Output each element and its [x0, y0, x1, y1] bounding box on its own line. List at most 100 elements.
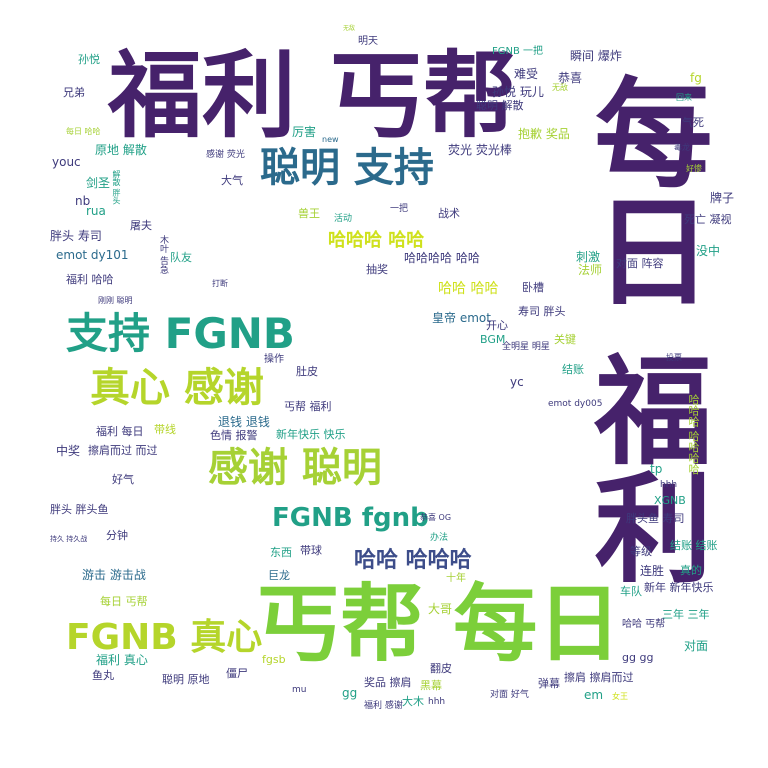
word-shunjian-baozha: 瞬间 爆炸: [570, 49, 622, 63]
word-damu: 大木: [402, 695, 424, 708]
word-fgsb: fgsb: [262, 653, 286, 666]
word-duimian-haoqi: mu: [292, 685, 307, 695]
word-em: em: [584, 688, 604, 702]
word-ganggang-congming: 解散 胖头: [112, 170, 121, 205]
word-ciji: 刺激: [576, 250, 601, 264]
word-muye-gaoji: 活动: [334, 214, 353, 224]
word-duimian: 对面: [684, 639, 709, 653]
word-yuwan: 鱼丸: [92, 669, 114, 682]
word-wocao: 卧槽: [522, 281, 544, 294]
word-quanmingxing: 投票: [666, 353, 682, 362]
word-congming-zhichi: 聪明 支持: [260, 145, 434, 191]
word-cajian-erguo: 擦肩而过 而过: [88, 444, 158, 457]
word-meiri-haha: 木叶 告急: [158, 235, 168, 274]
word-tufu: 屠夫: [130, 219, 152, 232]
word-haha-gaibang: 哈哈 丐帮: [622, 619, 666, 630]
word-jiezhang-jiezhang: 结账 结账: [670, 539, 718, 552]
word-sunyue: 孙悦: [78, 53, 100, 66]
word-tuiqian: 退钱 退钱: [218, 415, 270, 429]
word-siwang-ningshi: 死亡 凝视: [684, 213, 732, 226]
word-dengji: 等级: [630, 545, 652, 558]
word-duiyou: 队友: [170, 251, 192, 264]
word-zhende: 真的: [680, 564, 702, 577]
word-jiesan-pangtou: 一把: [390, 204, 409, 214]
word-dulong: 回来: [676, 93, 692, 102]
word-sannian: 三年 三年: [662, 608, 710, 621]
word-meiri-fuli: 每日 福利: [574, 72, 712, 586]
word-dongxi: 东西: [270, 546, 292, 559]
word-zhongjiang: 中奖: [56, 444, 81, 458]
word-fg: fg: [690, 71, 702, 85]
word-fgnb-fgnb: FGNB fgnb: [272, 503, 429, 533]
word-daiqiu: 带球: [300, 544, 322, 557]
word-kaixin: 开心: [486, 319, 508, 332]
word-fuli-gaibang: 福利 丐帮: [108, 42, 517, 151]
word-toupiao: 女王: [612, 692, 628, 701]
word-lihai: 厉害: [292, 125, 317, 139]
word-shousi-pangtou: 寿司 胖头: [518, 305, 566, 318]
word-liansheng: 连胜: [640, 564, 665, 578]
word-heimu: 黑幕: [420, 679, 442, 692]
word-paizi: 牌子: [710, 191, 735, 205]
word-fuli-zhenxin: 福利 真心: [96, 653, 148, 667]
word-meiri-gaibang: 每日 丐帮: [100, 595, 148, 608]
word-haha-hahaha: 哈哈 哈哈哈: [354, 548, 472, 573]
word-zhanshu: 战术: [438, 207, 460, 220]
word-nvwang: 福利 感谢: [364, 701, 403, 711]
word-tiqian-gongxi: 无敌: [552, 83, 568, 92]
word-mu: hhh: [660, 480, 678, 490]
word-zhenxin-ganxie: 真心 感谢: [90, 365, 264, 411]
word-gaibang-gaibang: 每日 哈哈: [66, 127, 101, 136]
word-gongxi: 恭喜: [558, 71, 583, 85]
word-xinnian-xinnian: 新年 新年快乐: [644, 581, 714, 594]
word-jiangshi: 僵尸: [226, 667, 248, 680]
word-gongxi-og: 恭喜 OG: [420, 513, 452, 522]
word-qisi: 气死: [682, 116, 704, 129]
word-gg-gg: gg gg: [622, 651, 654, 664]
word-duimian-duimian: 刚刚 聪明: [98, 296, 133, 305]
word-duimian-zhenrong: 对面 阵容: [616, 257, 664, 270]
word-fuli-ganxie: hhh: [428, 697, 446, 707]
word-nanshou: 难受: [514, 67, 539, 81]
word-dupi: 肚皮: [296, 365, 318, 378]
word-gaibang-fuli: 丐帮 福利: [284, 400, 332, 413]
word-daqi: 大气: [221, 174, 243, 187]
word-emot-dy101: emot dy101: [56, 248, 129, 262]
word-haoqi: 好气: [112, 473, 134, 486]
word-fgnb-zhenxin: FGNB 真心: [66, 617, 263, 658]
word-yingguang: 荧光 荧光棒: [448, 143, 512, 157]
word-dage: 大哥: [428, 602, 453, 616]
word-hahaha-hahahaha: 哈哈哈 哈哈哈哈: [687, 394, 700, 475]
word-youji: 游击 游击战: [82, 568, 146, 582]
word-caozuo: 操作: [264, 354, 284, 365]
word-shinian: 十年: [446, 573, 466, 584]
word-banfa: 办法: [430, 533, 449, 543]
word-chedui: 车队: [620, 585, 642, 598]
word-ganxie-congming: 感谢 聪明: [208, 445, 382, 491]
word-huangdi-emot: 皇帝 emot: [432, 311, 491, 325]
word-baoqian-jiangpin: 抱歉 奖品: [518, 127, 570, 141]
word-gaibang-meiri: 丐帮 每日: [256, 575, 622, 673]
word-huodong: 打断: [212, 279, 228, 288]
word-daduan: 毒龙: [674, 143, 690, 152]
word-youc: youc: [52, 155, 81, 169]
word-xinnian-kuaile: 新年快乐 快乐: [276, 428, 346, 441]
word-fuli-meiri: 福利 每日: [96, 425, 144, 438]
word-pangtou-shousi: 胖头 寿司: [50, 229, 102, 243]
word-fgnb-yiba: FGNB 一把: [492, 46, 544, 57]
word-fenzhong: 分钟: [106, 529, 128, 542]
word-danmu: 弹幕: [538, 677, 560, 690]
word-haocan: 全明星 明星: [502, 342, 550, 352]
word-xgnb: XGNB: [654, 494, 686, 507]
word-new: 无敌: [343, 25, 356, 32]
word-yc: yc: [510, 375, 524, 389]
word-haha-haha: 哈哈 哈哈: [438, 281, 499, 297]
word-tp: tp: [650, 462, 663, 476]
word-huilai: emot dy005: [548, 399, 603, 409]
word-choujiang: 抽奖: [366, 263, 388, 276]
word-shouwang: 兽王: [298, 207, 320, 220]
word-xiongdi: 兄弟: [63, 86, 85, 99]
word-wudi: 好惨: [686, 164, 702, 173]
word-chijiu: 对面 好气: [490, 690, 529, 700]
